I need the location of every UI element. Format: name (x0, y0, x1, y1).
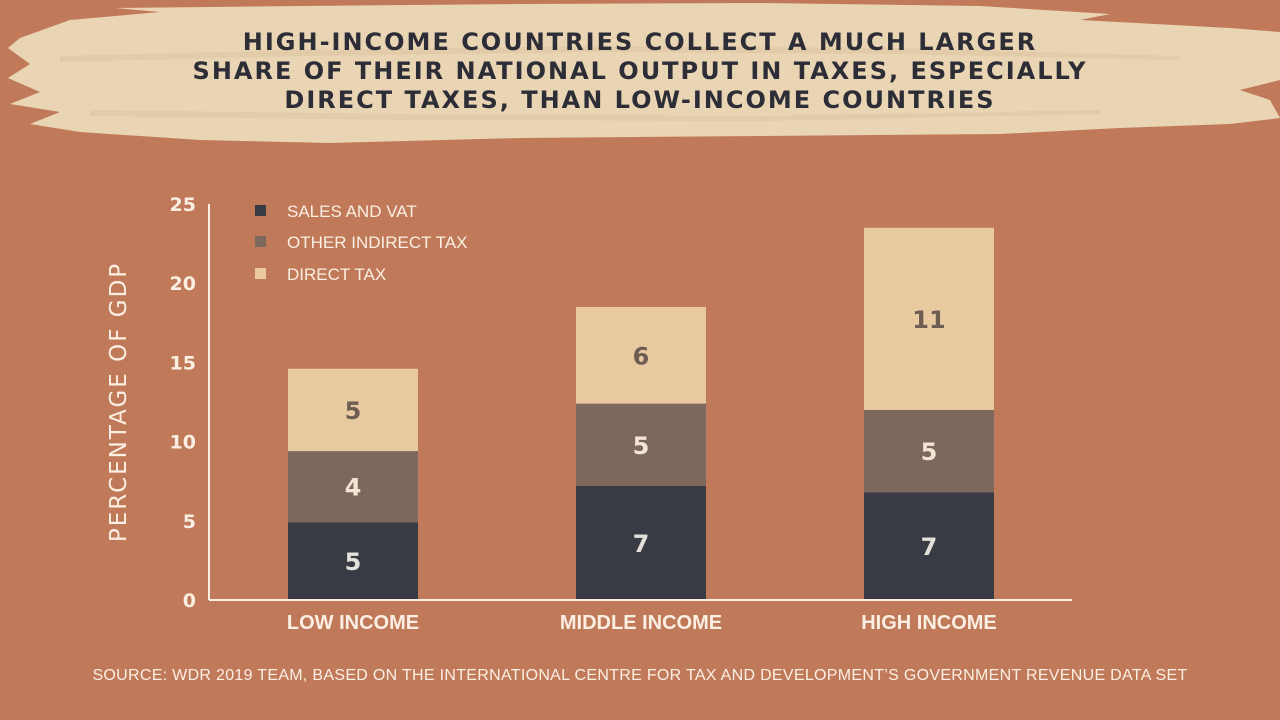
source-note: SOURCE: WDR 2019 TEAM, BASED ON THE INTE… (92, 667, 1188, 684)
bar-segment (288, 522, 418, 600)
bar-data-label: 7 (633, 530, 650, 558)
bar-segment (288, 368, 418, 452)
banner-brush-texture (60, 46, 1180, 121)
bar-segment (576, 403, 706, 486)
chart-title: HIGH-INCOME COUNTRIES COLLECT A MUCH LAR… (140, 28, 1140, 115)
y-tick-label: 5 (183, 511, 196, 533)
y-axis-label: PERCENTAGE OF GDP (106, 262, 132, 542)
bar-data-label: 5 (345, 397, 362, 425)
x-tick-label: MIDDLE INCOME (560, 612, 722, 634)
legend-swatch (255, 236, 266, 247)
bar-data-label: 5 (345, 548, 362, 576)
bar-data-label: 11 (912, 306, 945, 334)
y-tick-label: 10 (170, 432, 196, 454)
x-tick-label: HIGH INCOME (861, 612, 997, 634)
title-banner (8, 3, 1280, 143)
bar-segment (864, 492, 994, 600)
legend-label: DIRECT TAX (287, 265, 386, 284)
y-tick-label: 20 (170, 273, 196, 295)
bar-data-label: 6 (633, 342, 650, 370)
chart-title-line-3: DIRECT TAXES, THAN LOW-INCOME COUNTRIES (284, 86, 996, 114)
chart-title-line-2: SHARE OF THEIR NATIONAL OUTPUT IN TAXES,… (192, 57, 1088, 85)
legend-label: OTHER INDIRECT TAX (287, 233, 467, 252)
y-tick-label: 25 (170, 194, 196, 216)
y-tick-label: 15 (170, 352, 196, 374)
bar-segment (864, 227, 994, 410)
bar-data-label: 5 (921, 438, 938, 466)
bar-segment (576, 485, 706, 600)
bar-segment (576, 306, 706, 404)
legend-label: SALES AND VAT (287, 202, 417, 221)
bar-segment (864, 409, 994, 493)
banner-brush-stroke (8, 3, 1280, 143)
bar-data-label: 4 (345, 474, 362, 502)
bar-segment (288, 451, 418, 523)
bar-data-label: 7 (921, 533, 938, 561)
bar-data-label: 5 (633, 432, 650, 460)
chart-title-line-1: HIGH-INCOME COUNTRIES COLLECT A MUCH LAR… (242, 28, 1038, 56)
x-tick-label: LOW INCOME (287, 612, 419, 634)
y-tick-label: 0 (183, 590, 196, 612)
legend-swatch (255, 205, 266, 216)
legend-swatch (255, 268, 266, 279)
